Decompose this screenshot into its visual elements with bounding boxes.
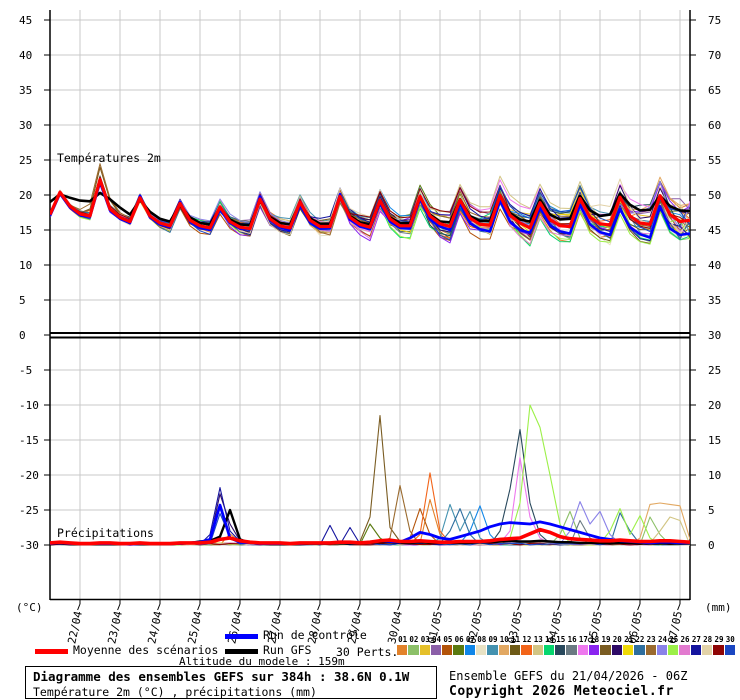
svg-text:35: 35: [708, 294, 721, 307]
svg-text:40: 40: [708, 259, 721, 272]
pert-04: 04: [430, 635, 442, 655]
temperature-panel-label: Températures 2m: [57, 151, 161, 165]
diagram-title-box: Diagramme des ensembles GEFS sur 384h : …: [25, 666, 437, 699]
svg-text:5: 5: [19, 294, 26, 307]
pert-18: 18: [589, 635, 600, 655]
precipitation-panel-label: Précipitations: [57, 526, 154, 540]
pert-21: 21: [622, 635, 634, 655]
svg-text:75: 75: [708, 14, 721, 27]
model-altitude-label: Altitude du modele : 159m: [179, 655, 345, 668]
pert-29: 29: [713, 635, 724, 655]
svg-text:15: 15: [708, 434, 721, 447]
svg-text:25/04: 25/04: [185, 610, 205, 645]
svg-text:0: 0: [708, 539, 715, 552]
legend-control-swatch: [225, 634, 258, 639]
diagram-subtitle: Température 2m (°C) , précipitations (mm…: [33, 685, 317, 699]
svg-text:20: 20: [19, 189, 32, 202]
pert-30: 30: [724, 635, 736, 655]
legend-gfs-swatch: [225, 649, 258, 654]
pert-13: 13: [532, 635, 544, 655]
svg-text:25: 25: [19, 154, 32, 167]
svg-text:70: 70: [708, 49, 721, 62]
svg-text:0: 0: [19, 329, 26, 342]
svg-text:5: 5: [708, 504, 715, 517]
svg-text:45: 45: [19, 14, 32, 27]
svg-text:10: 10: [19, 259, 32, 272]
svg-text:10: 10: [708, 469, 721, 482]
svg-text:-25: -25: [19, 504, 39, 517]
pert-17: 17: [577, 635, 589, 655]
pert-05: 05: [442, 635, 453, 655]
svg-text:30: 30: [708, 329, 721, 342]
pert-14: 14: [543, 635, 555, 655]
svg-text:15: 15: [19, 224, 32, 237]
left-axis-unit-label: (°C): [16, 601, 43, 614]
pert-23: 23: [645, 635, 657, 655]
svg-text:-10: -10: [19, 399, 39, 412]
svg-text:40: 40: [19, 49, 32, 62]
pert-27: 27: [690, 635, 702, 655]
legend-control-label: Run de contrôle: [263, 628, 367, 642]
svg-text:24/04: 24/04: [145, 610, 165, 645]
pert-20: 20: [611, 635, 623, 655]
svg-text:20: 20: [708, 399, 721, 412]
svg-text:30: 30: [19, 119, 32, 132]
legend-mean-swatch: [35, 649, 68, 654]
svg-text:22/04: 22/04: [65, 610, 85, 645]
svg-text:25: 25: [708, 364, 721, 377]
svg-text:-20: -20: [19, 469, 39, 482]
svg-text:-15: -15: [19, 434, 39, 447]
pert-09: 09: [487, 635, 498, 655]
svg-text:50: 50: [708, 189, 721, 202]
pert-26: 26: [679, 635, 690, 655]
svg-text:-5: -5: [19, 364, 32, 377]
pert-22: 22: [634, 635, 645, 655]
pert-01: 01: [397, 635, 408, 655]
pert-11: 11: [509, 635, 521, 655]
pert-19: 19: [600, 635, 611, 655]
pert-07: 07: [464, 635, 476, 655]
perts-color-legend: 01 02 03 04 05 06 07 08 09 10 11 12 13 14 15 16 17 18 19 20…: [397, 635, 739, 655]
svg-text:45: 45: [708, 224, 721, 237]
copyright-label: Copyright 2026 Meteociel.fr: [449, 684, 674, 699]
pert-25: 25: [668, 635, 679, 655]
pert-16: 16: [566, 635, 577, 655]
svg-text:23/04: 23/04: [105, 610, 125, 645]
pert-10: 10: [498, 635, 510, 655]
svg-text:55: 55: [708, 154, 721, 167]
svg-text:35: 35: [19, 84, 32, 97]
legend-gfs-label: Run GFS: [263, 643, 312, 657]
pert-15: 15: [555, 635, 566, 655]
ensemble-chart-svg: 454035302520151050-5-10-15-20-25-3075706…: [19, 10, 721, 645]
svg-text:60: 60: [708, 119, 721, 132]
pert-24: 24: [656, 635, 668, 655]
legend-mean-label: Moyenne des scénarios: [73, 643, 219, 657]
pert-06: 06: [453, 635, 464, 655]
run-info-label: Ensemble GEFS du 21/04/2026 - 06Z: [449, 669, 688, 683]
svg-text:65: 65: [708, 84, 721, 97]
svg-text:26/04: 26/04: [225, 610, 245, 645]
pert-28: 28: [702, 635, 713, 655]
svg-text:-30: -30: [19, 539, 39, 552]
pert-12: 12: [521, 635, 532, 655]
legend-perts-label: 30 Perts.: [336, 645, 399, 659]
diagram-title: Diagramme des ensembles GEFS sur 384h : …: [33, 669, 410, 684]
pert-03: 03: [419, 635, 431, 655]
pert-08: 08: [476, 635, 487, 655]
pert-02: 02: [408, 635, 419, 655]
right-axis-unit-label: (mm): [705, 601, 732, 614]
